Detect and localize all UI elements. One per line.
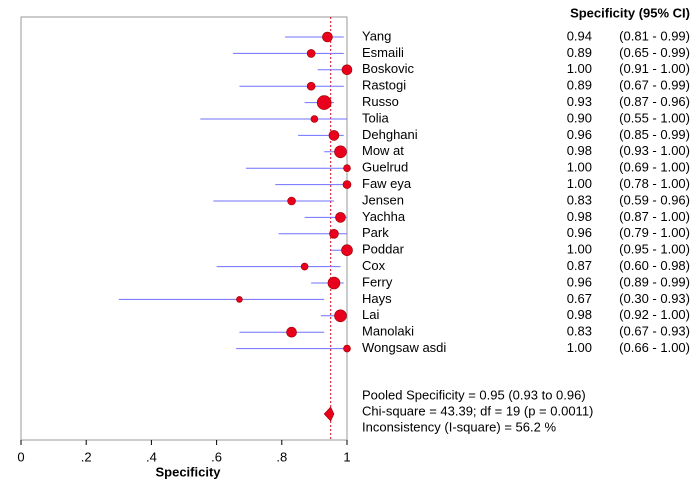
estimate-label: 0.67 bbox=[567, 291, 592, 306]
ci-label: (0.79 - 1.00) bbox=[619, 225, 690, 240]
study-name: Lai bbox=[362, 307, 379, 322]
ci-label: (0.55 - 1.00) bbox=[619, 110, 690, 125]
estimate-label: 0.83 bbox=[567, 192, 592, 207]
study-name: Boskovic bbox=[362, 61, 415, 76]
study-marker bbox=[316, 95, 332, 110]
ci-label: (0.60 - 0.98) bbox=[619, 258, 690, 273]
ci-label: (0.67 - 0.93) bbox=[619, 324, 690, 339]
x-tick-label: 0 bbox=[17, 449, 24, 464]
study-name: Manolaki bbox=[362, 324, 414, 339]
estimate-label: 1.00 bbox=[567, 61, 592, 76]
ci-label: (0.91 - 1.00) bbox=[619, 61, 690, 76]
study-marker bbox=[236, 296, 243, 303]
study-name: Tolia bbox=[362, 110, 390, 125]
estimate-label: 1.00 bbox=[567, 340, 592, 355]
study-marker bbox=[335, 212, 346, 223]
study-marker bbox=[327, 276, 341, 290]
estimate-label: 0.96 bbox=[567, 225, 592, 240]
ci-label: (0.89 - 0.99) bbox=[619, 274, 690, 289]
study-name: Jensen bbox=[362, 192, 404, 207]
study-marker bbox=[310, 115, 319, 123]
ci-label: (0.95 - 1.00) bbox=[619, 242, 690, 257]
study-marker bbox=[342, 180, 352, 189]
study-name: Poddar bbox=[362, 242, 405, 257]
estimate-label: 0.96 bbox=[567, 274, 592, 289]
pooled-diamond bbox=[323, 406, 335, 422]
ci-label: (0.67 - 0.99) bbox=[619, 78, 690, 93]
x-tick-label: .2 bbox=[81, 449, 92, 464]
x-tick-label: .4 bbox=[146, 449, 157, 464]
study-name: Guelrud bbox=[362, 160, 408, 175]
study-name: Hays bbox=[362, 291, 392, 306]
estimate-label: 0.89 bbox=[567, 78, 592, 93]
study-name: Russo bbox=[362, 94, 399, 109]
ci-label: (0.78 - 1.00) bbox=[619, 176, 690, 191]
estimate-label: 0.98 bbox=[567, 143, 592, 158]
estimate-label: 0.83 bbox=[567, 324, 592, 339]
estimate-label: 0.90 bbox=[567, 110, 592, 125]
study-marker bbox=[341, 244, 353, 256]
study-name: Yachha bbox=[362, 209, 406, 224]
column-header: Specificity (95% CI) bbox=[570, 5, 690, 20]
x-tick-label: 1 bbox=[343, 449, 350, 464]
study-marker bbox=[334, 309, 347, 323]
study-name: Ferry bbox=[362, 274, 393, 289]
study-marker bbox=[286, 326, 297, 338]
ci-label: (0.87 - 0.96) bbox=[619, 94, 690, 109]
study-marker bbox=[343, 164, 351, 172]
estimate-label: 0.98 bbox=[567, 209, 592, 224]
ci-label: (0.93 - 1.00) bbox=[619, 143, 690, 158]
estimate-label: 1.00 bbox=[567, 176, 592, 191]
study-marker bbox=[329, 229, 339, 239]
annotation: Pooled Specificity = 0.95 (0.93 to 0.96) bbox=[362, 387, 586, 402]
study-name: Dehghani bbox=[362, 127, 418, 142]
study-name: Rastogi bbox=[362, 78, 406, 93]
study-name: Faw eya bbox=[362, 176, 412, 191]
estimate-label: 0.96 bbox=[567, 127, 592, 142]
x-axis-label: Specificity bbox=[155, 464, 221, 479]
estimate-label: 0.93 bbox=[567, 94, 592, 109]
estimate-label: 1.00 bbox=[567, 160, 592, 175]
estimate-label: 0.87 bbox=[567, 258, 592, 273]
ci-label: (0.85 - 0.99) bbox=[619, 127, 690, 142]
plot-frame bbox=[20, 16, 348, 441]
ci-label: (0.87 - 1.00) bbox=[619, 209, 690, 224]
study-marker bbox=[328, 130, 340, 141]
estimate-label: 1.00 bbox=[567, 242, 592, 257]
annotation: Inconsistency (I-square) = 56.2 % bbox=[362, 419, 556, 434]
study-name: Yang bbox=[362, 28, 391, 43]
study-name: Park bbox=[362, 225, 389, 240]
estimate-label: 0.98 bbox=[567, 307, 592, 322]
study-marker bbox=[306, 49, 316, 58]
study-marker bbox=[343, 344, 351, 353]
ci-label: (0.66 - 1.00) bbox=[619, 340, 690, 355]
study-marker bbox=[322, 31, 333, 43]
study-name: Cox bbox=[362, 258, 386, 273]
study-marker bbox=[287, 196, 296, 206]
study-marker bbox=[306, 81, 316, 91]
study-name: Wongsaw asdi bbox=[362, 340, 446, 355]
ci-label: (0.59 - 0.96) bbox=[619, 192, 690, 207]
study-marker bbox=[300, 262, 309, 271]
ci-label: (0.92 - 1.00) bbox=[619, 307, 690, 322]
ci-label: (0.81 - 0.99) bbox=[619, 28, 690, 43]
estimate-label: 0.89 bbox=[567, 45, 592, 60]
study-marker bbox=[334, 145, 347, 159]
study-name: Esmaili bbox=[362, 45, 404, 60]
estimate-label: 0.94 bbox=[567, 28, 592, 43]
study-name: Mow at bbox=[362, 143, 404, 158]
x-tick-label: .6 bbox=[211, 449, 222, 464]
ci-label: (0.65 - 0.99) bbox=[619, 45, 690, 60]
study-marker bbox=[341, 64, 353, 76]
ci-label: (0.69 - 1.00) bbox=[619, 160, 690, 175]
annotation: Chi-square = 43.39; df = 19 (p = 0.0011) bbox=[362, 403, 593, 418]
x-tick-label: .8 bbox=[276, 449, 287, 464]
ci-label: (0.30 - 0.93) bbox=[619, 291, 690, 306]
